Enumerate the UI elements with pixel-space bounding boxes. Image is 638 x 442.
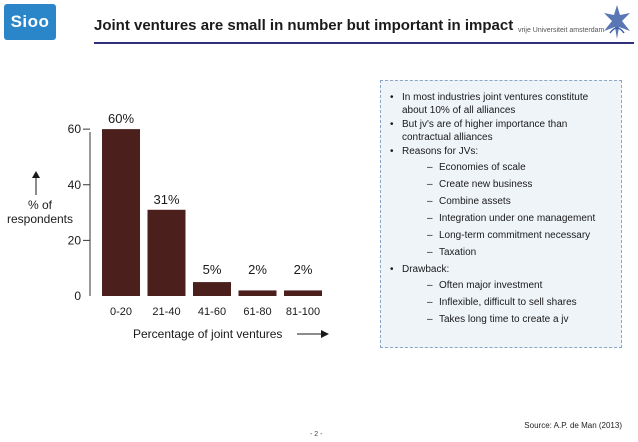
x-arrow-icon (297, 330, 329, 338)
bar-chart: 0 20 40 60 60% 0-20 31% 21-40 5% 41-60 2% 61-80 2% 81… (68, 111, 322, 318)
data-label: 2% (294, 262, 313, 277)
sioo-logo: Sioo (4, 4, 56, 40)
bullet-item: Drawback: (389, 263, 615, 276)
source-note: Source: A.P. de Man (2013) (524, 421, 622, 430)
x-tick-label: 41-60 (198, 306, 226, 318)
bar-61-80 (238, 290, 277, 296)
bar-41-60 (193, 282, 231, 296)
data-label: 2% (248, 262, 267, 277)
y-tick-label: 40 (68, 178, 82, 192)
bar-0-20 (102, 129, 140, 296)
bullet-item: In most industries joint ventures consti… (389, 91, 615, 117)
page-number: - 2 - (310, 431, 323, 438)
sub-bullet-item: Long-term commitment necessary (389, 229, 615, 242)
y-tick-label: 20 (68, 233, 82, 247)
x-tick-label: 0-20 (110, 306, 132, 318)
sub-bullet-item: Inflexible, difficult to sell shares (389, 296, 615, 309)
y-tick-label: 0 (74, 289, 81, 303)
page-title: Joint ventures are small in number but i… (94, 17, 514, 34)
sub-bullet-item: Combine assets (389, 195, 615, 208)
x-tick-label: 61-80 (243, 306, 271, 318)
university-emblem-icon (604, 5, 630, 39)
x-axis-label: Percentage of joint ventures (133, 327, 283, 341)
notes-panel: In most industries joint ventures consti… (380, 80, 622, 348)
data-label: 60% (108, 111, 134, 126)
sub-bullet-item: Taxation (389, 246, 615, 259)
bullet-item: Reasons for JVs: (389, 145, 615, 158)
title-rule (94, 42, 634, 44)
notes-list: In most industries joint ventures consti… (389, 91, 615, 326)
sub-bullet-item: Integration under one management (389, 212, 615, 225)
bar-81-100 (284, 290, 322, 296)
sub-bullet-item: Create new business (389, 178, 615, 191)
data-label: 31% (153, 192, 179, 207)
x-tick-label: 21-40 (152, 306, 180, 318)
sub-bullet-item: Takes long time to create a jv (389, 313, 615, 326)
y-axis-label: % of respondents (6, 198, 74, 226)
y-tick-label: 60 (68, 122, 82, 136)
sub-bullet-item: Often major investment (389, 279, 615, 292)
sub-bullet-item: Economies of scale (389, 161, 615, 174)
bar-21-40 (147, 209, 186, 296)
x-tick-label: 81-100 (286, 306, 320, 318)
bullet-item: But jv's are of higher importance than c… (389, 118, 615, 144)
data-label: 5% (203, 262, 222, 277)
y-arrow-icon (32, 171, 40, 195)
university-name: vrije Universiteit amsterdam (518, 27, 605, 34)
